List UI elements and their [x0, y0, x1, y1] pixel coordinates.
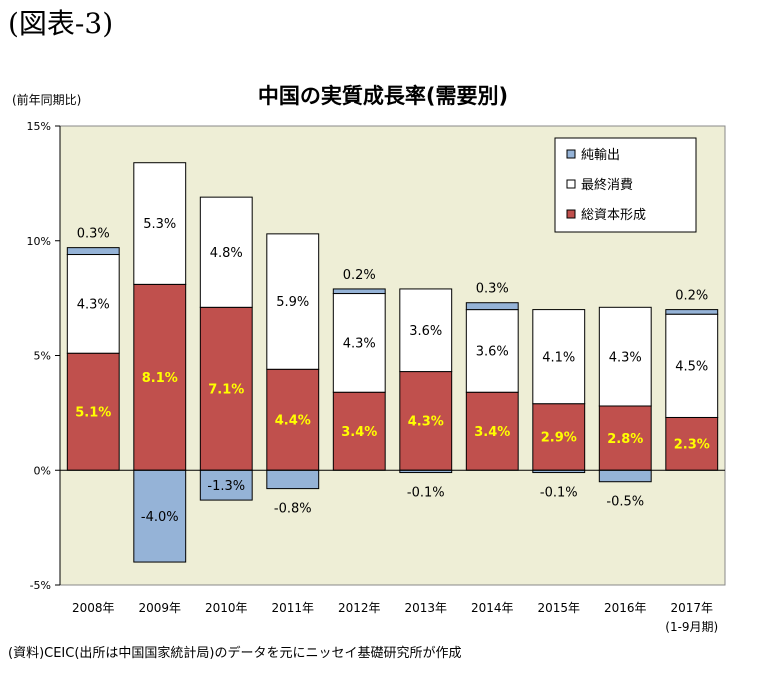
stacked-bar-chart: 中国の実質成長率(需要別) (前年同期比) -5% 0% 5% 10% 15% 5.1% 4…	[12, 84, 726, 634]
x-tick-label: 2014年	[471, 601, 514, 615]
data-label: 4.3%	[77, 298, 110, 313]
x-tick-label: 2015年	[537, 601, 580, 615]
legend-label: 総資本形成	[581, 208, 646, 223]
bar-segment	[266, 469, 320, 490]
data-label: -0.1%	[540, 486, 578, 501]
x-tick-label: 2017年	[670, 601, 713, 615]
bar-segment	[399, 371, 453, 471]
data-label: 0.2%	[343, 268, 376, 283]
legend	[554, 137, 697, 233]
x-tick-label: 2008年	[72, 601, 115, 615]
bar-segment	[665, 313, 719, 418]
x-tick-label: 2010年	[205, 601, 248, 615]
data-label: 3.6%	[409, 324, 442, 339]
data-label: 4.3%	[408, 415, 444, 430]
figure-label: (図表-3)	[8, 7, 114, 40]
bar-segment	[598, 306, 652, 407]
legend-label: 純輸出	[581, 148, 620, 163]
chart-title: 中国の実質成長率(需要別)	[258, 84, 508, 108]
data-label: -1.3%	[207, 479, 245, 494]
data-label: -4.0%	[141, 510, 179, 525]
bar-segment	[665, 416, 719, 471]
data-label: 2.8%	[607, 432, 643, 447]
data-label: 0.3%	[476, 282, 509, 297]
bar-segment	[532, 309, 586, 405]
data-label: 4.8%	[210, 246, 243, 261]
legend-swatch	[566, 179, 576, 189]
data-label: 5.1%	[75, 405, 111, 420]
bar-segment	[332, 293, 386, 393]
x-tick-label: 2016年	[604, 601, 647, 615]
bar-segment	[266, 233, 320, 370]
legend-label: 最終消費	[581, 177, 633, 193]
bar-segment	[66, 247, 120, 256]
bar-segment	[598, 469, 652, 483]
data-label: 0.3%	[77, 227, 110, 242]
data-label: 2.9%	[541, 431, 577, 446]
data-label: 0.2%	[675, 289, 708, 304]
y-tick-label: 5%	[34, 350, 51, 363]
bar-segment	[199, 469, 253, 501]
bar-segment	[266, 368, 320, 471]
source-note: (資料)CEIC(出所は中国国家統計局)のデータを元にニッセイ基礎研究所が作成	[8, 646, 462, 661]
bar-segment	[598, 405, 652, 471]
y-tick-label: 10%	[27, 235, 51, 248]
legend-swatch	[566, 149, 576, 159]
data-label: 4.4%	[275, 413, 311, 428]
bar-segment	[465, 391, 519, 471]
bar-segment	[532, 403, 586, 471]
data-label: 8.1%	[142, 371, 178, 386]
x-tick-label: 2011年	[271, 601, 314, 615]
bar-segment	[665, 309, 719, 315]
legend-swatch	[566, 209, 576, 219]
unit-label: (前年同期比)	[12, 92, 81, 107]
x-tick-label: 2012年	[338, 601, 381, 615]
y-tick-label: 15%	[27, 120, 51, 133]
y-tick-label: 0%	[34, 464, 51, 477]
bar-segment	[199, 196, 253, 308]
x-tick-label: 2013年	[404, 601, 447, 615]
data-label: -0.8%	[274, 502, 312, 517]
data-label: 4.3%	[609, 350, 642, 365]
bar-segment	[399, 288, 453, 373]
data-label: 4.1%	[542, 350, 575, 365]
bar-segment	[465, 309, 519, 393]
data-label: 7.1%	[208, 382, 244, 397]
bar-segment	[66, 254, 120, 354]
data-label: 3.4%	[341, 425, 377, 440]
data-label: 3.6%	[476, 345, 509, 360]
bar-segment	[465, 302, 519, 311]
data-label: 5.9%	[276, 295, 309, 310]
data-label: 2.3%	[674, 438, 710, 453]
bar-segment	[133, 162, 187, 285]
bar-segment	[133, 469, 187, 563]
bar-segment	[332, 288, 386, 295]
data-label: 5.3%	[143, 217, 176, 232]
data-label: -0.5%	[606, 495, 644, 510]
data-label: -0.1%	[407, 486, 445, 501]
data-label: 4.3%	[343, 337, 376, 352]
data-label: 3.4%	[474, 425, 510, 440]
bar-segment	[332, 391, 386, 471]
x-tick-sublabel: (1-9月期)	[665, 620, 718, 634]
y-tick-label: -5%	[30, 579, 51, 592]
x-tick-label: 2009年	[138, 601, 181, 615]
data-label: 4.5%	[675, 360, 708, 375]
